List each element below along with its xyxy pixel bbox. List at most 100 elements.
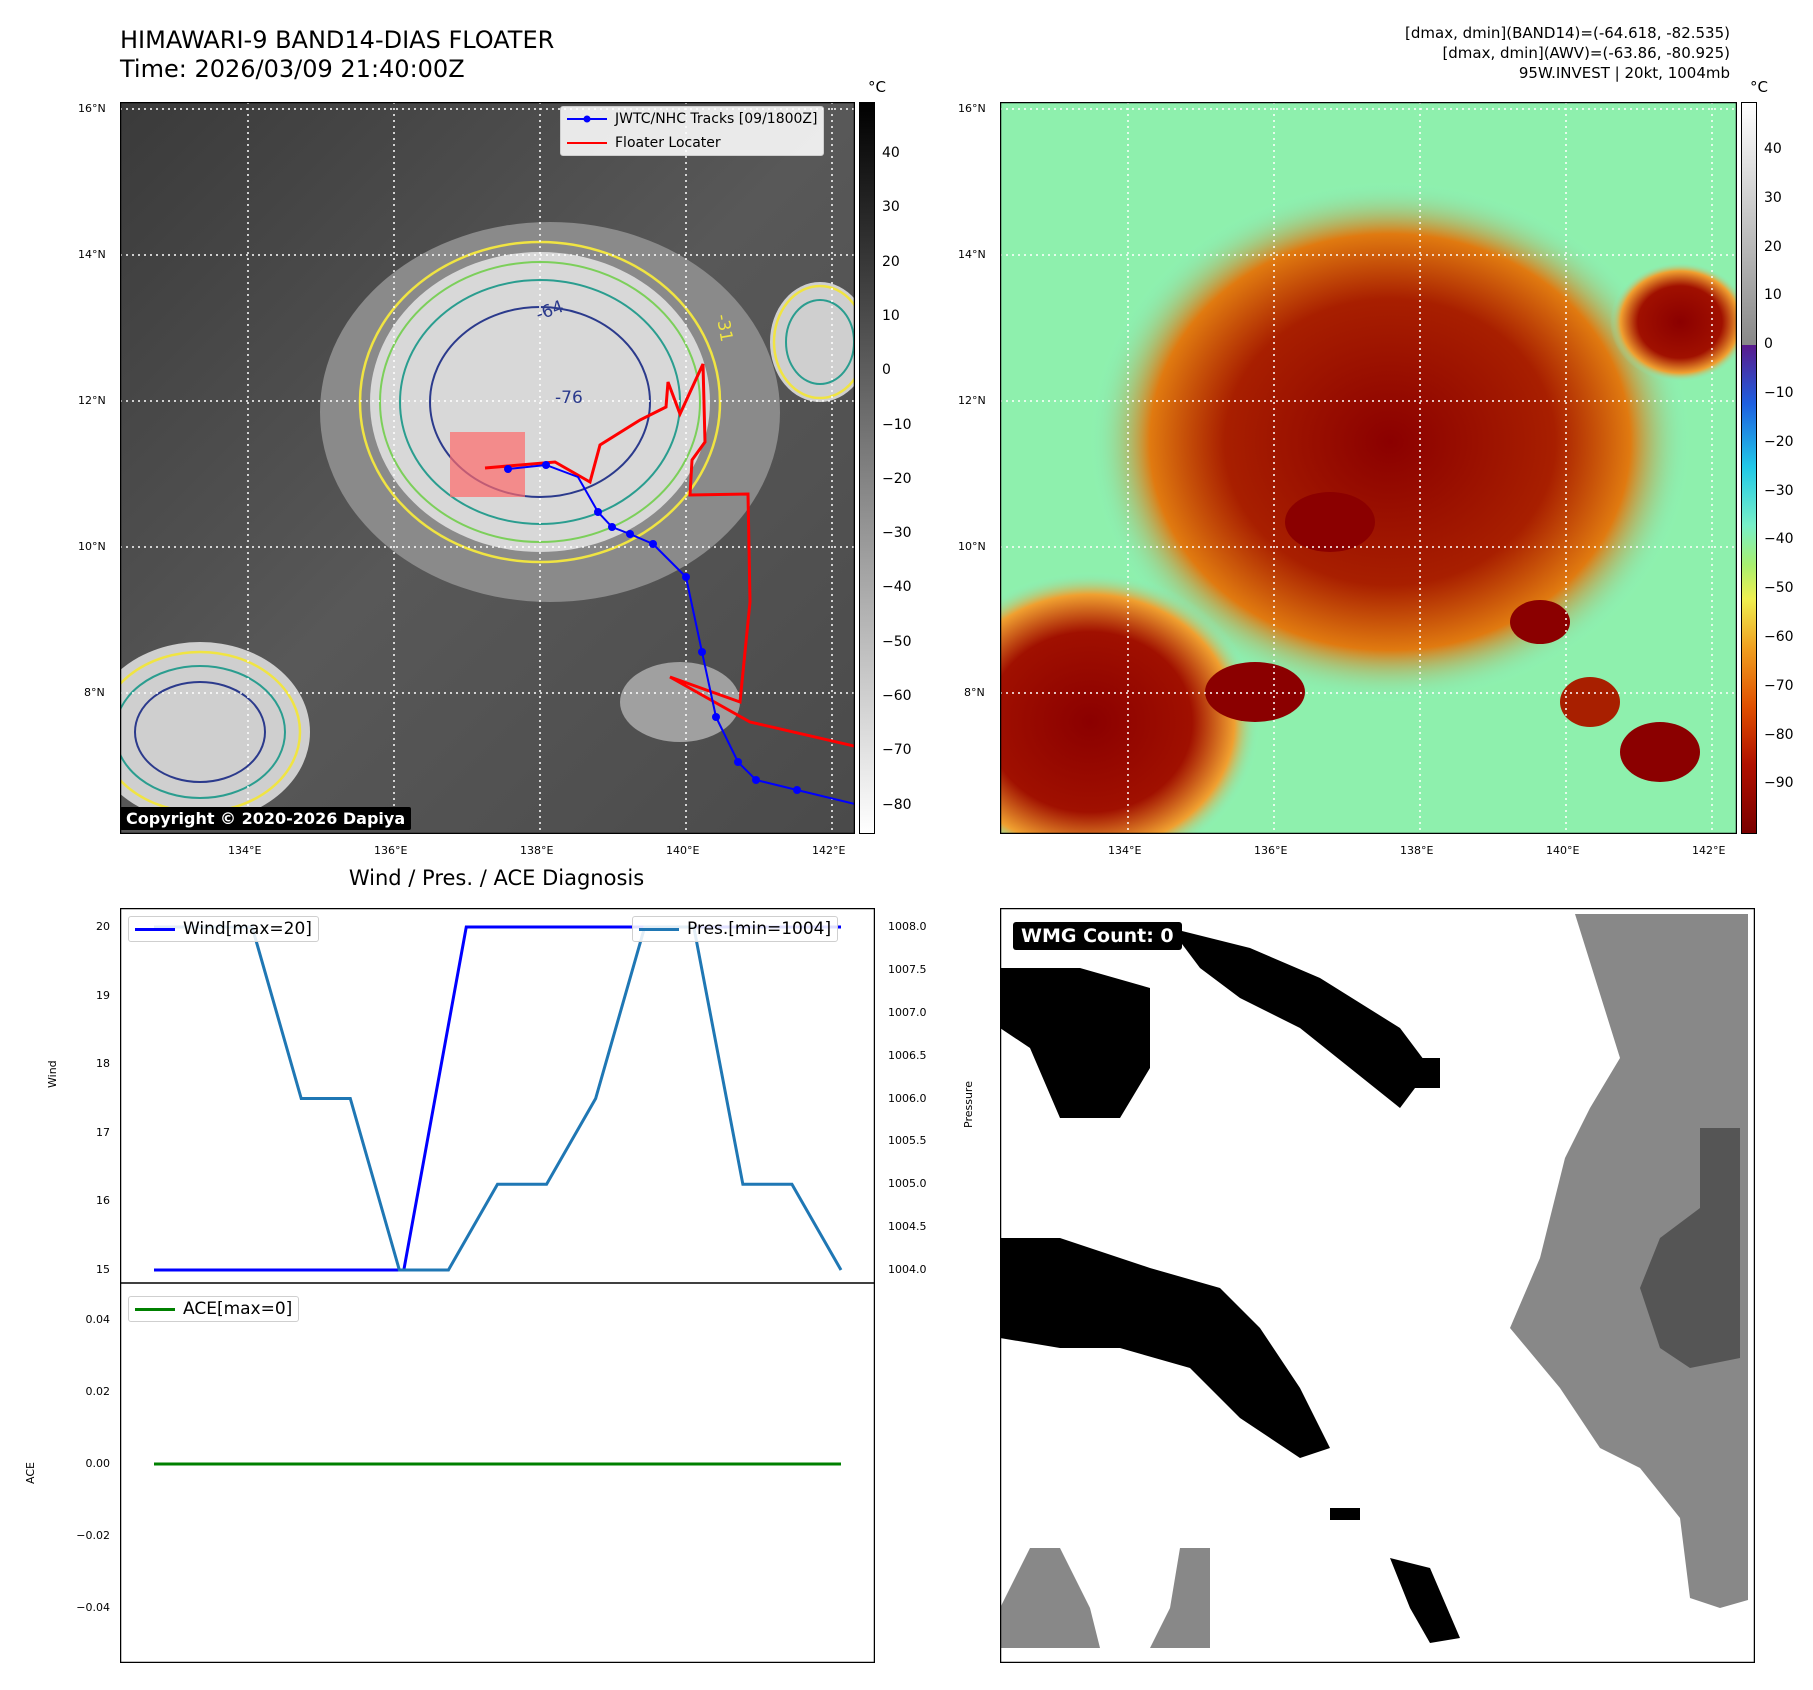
legend-wind-swatch xyxy=(135,927,175,931)
colorbar2-tick: −40 xyxy=(1764,531,1794,548)
pressure-tick: 1005.0 xyxy=(888,1177,927,1191)
ace-tick: 0.04 xyxy=(85,1313,111,1326)
legend-floater-swatch xyxy=(567,142,607,144)
legend-tracks: JWTC/NHC Tracks [09/1800Z] xyxy=(561,107,823,131)
lon-tick: 134°E xyxy=(1108,844,1142,857)
copyright-badge: Copyright © 2020-2026 Dapiya xyxy=(120,807,412,830)
legend-floater: Floater Locater xyxy=(561,131,823,155)
lon-tick: 142°E xyxy=(1692,844,1726,857)
pressure-tick: 1007.0 xyxy=(888,1005,927,1019)
diag-chart xyxy=(120,908,875,1663)
colorbar1-unit: °C xyxy=(868,78,886,96)
lat-tick: 16°N xyxy=(78,102,106,115)
lon-tick: 136°E xyxy=(1254,844,1288,857)
band14-map xyxy=(120,102,855,834)
lat-tick: 12°N xyxy=(78,394,106,407)
chart-title: HIMAWARI-9 BAND14-DIAS FLOATER xyxy=(120,26,555,54)
legend-wind-label: Wind[max=20] xyxy=(183,919,312,939)
legend-ace: ACE[max=0] xyxy=(128,1296,300,1322)
ace-tick: 0.02 xyxy=(85,1385,111,1398)
wind-tick: 18 xyxy=(96,1057,110,1071)
colorbar2-tick: −50 xyxy=(1764,580,1794,597)
wind-tick: 17 xyxy=(96,1125,110,1139)
colorbar1-tick: −50 xyxy=(882,633,912,650)
lon-tick: 142°E xyxy=(812,844,846,857)
legend-ace-swatch xyxy=(135,1307,175,1311)
lon-tick: 134°E xyxy=(228,844,262,857)
ace-tick: 0.00 xyxy=(85,1457,111,1470)
colorbar1-tick: −10 xyxy=(882,416,912,433)
ace-tick: −0.02 xyxy=(76,1529,110,1542)
chart-time: Time: 2026/03/09 21:40:00Z xyxy=(120,55,465,83)
colorbar1-tick: 40 xyxy=(882,145,900,161)
pressure-tick: 1007.5 xyxy=(888,962,927,976)
colorbar2-tick: −70 xyxy=(1764,677,1794,694)
lat-tick: 8°N xyxy=(84,686,105,699)
lon-tick: 140°E xyxy=(666,844,700,857)
lat-tick: 10°N xyxy=(78,540,106,553)
pressure-tick: 1005.5 xyxy=(888,1134,927,1148)
contour-label: -76 xyxy=(555,388,583,408)
colorbar2-tick: 0 xyxy=(1764,336,1773,353)
colorbar1-tick: −40 xyxy=(882,579,912,596)
colorbar2-tick: −10 xyxy=(1764,385,1794,401)
pressure-tick: 1008.0 xyxy=(888,920,927,933)
lat-tick: 14°N xyxy=(78,248,106,261)
legend-pressure-label: Pres.[min=1004] xyxy=(687,919,832,939)
lon-tick: 140°E xyxy=(1546,844,1580,857)
legend-ace-label: ACE[max=0] xyxy=(183,1299,293,1319)
pressure-axis-label: Pressure xyxy=(962,1081,975,1128)
lon-tick: 138°E xyxy=(520,844,554,857)
colorbar1-tick: 10 xyxy=(882,307,900,324)
wind-axis-label: Wind xyxy=(46,1060,59,1088)
wind-tick: 16 xyxy=(96,1194,110,1208)
colorbar1-tick: −80 xyxy=(882,796,912,813)
pressure-tick: 1004.5 xyxy=(888,1220,927,1234)
legend-tracks-label: JWTC/NHC Tracks [09/1800Z] xyxy=(615,111,818,127)
lat-tick: 8°N xyxy=(964,686,985,699)
info-awv: [dmax, dmin](AWV)=(-63.86, -80.925) xyxy=(1442,44,1730,62)
colorbar2-tick: −80 xyxy=(1764,726,1794,743)
map-legend: JWTC/NHC Tracks [09/1800Z] Floater Locat… xyxy=(560,106,825,156)
awv-map xyxy=(1000,102,1737,834)
wmg-map xyxy=(1000,908,1755,1663)
colorbar2-tick: −90 xyxy=(1764,775,1794,792)
pressure-tick: 1006.5 xyxy=(888,1048,927,1062)
colorbar1-tick: −70 xyxy=(882,742,912,759)
wmg-count-badge: WMG Count: 0 xyxy=(1013,922,1182,950)
legend-pressure: Pres.[min=1004] xyxy=(632,916,839,942)
colorbar-awv xyxy=(1741,102,1757,834)
colorbar-band14 xyxy=(859,102,875,834)
wind-tick: 20 xyxy=(96,920,110,933)
legend-track-swatch xyxy=(567,115,607,123)
lon-tick: 138°E xyxy=(1400,844,1434,857)
colorbar2-tick: 10 xyxy=(1764,287,1782,304)
colorbar2-tick: 30 xyxy=(1764,189,1782,206)
colorbar2-tick: 40 xyxy=(1764,141,1782,157)
pressure-tick: 1004.0 xyxy=(888,1263,927,1276)
colorbar2-tick: −60 xyxy=(1764,629,1794,645)
colorbar2-unit: °C xyxy=(1750,78,1768,96)
legend-pressure-swatch xyxy=(639,927,679,931)
colorbar1-tick: 0 xyxy=(882,362,891,379)
wind-tick: 19 xyxy=(96,988,110,1002)
diag-title: Wind / Pres. / ACE Diagnosis xyxy=(348,866,645,890)
legend-wind: Wind[max=20] xyxy=(128,916,319,942)
lat-tick: 14°N xyxy=(958,248,986,261)
lat-tick: 10°N xyxy=(958,540,986,553)
wind-tick: 15 xyxy=(96,1263,110,1276)
ace-axis-label: ACE xyxy=(24,1462,37,1484)
legend-floater-label: Floater Locater xyxy=(615,135,721,151)
lon-tick: 136°E xyxy=(374,844,408,857)
lat-tick: 16°N xyxy=(958,102,986,115)
colorbar1-tick: 20 xyxy=(882,253,900,270)
colorbar1-tick: −20 xyxy=(882,470,912,487)
colorbar2-tick: −20 xyxy=(1764,433,1794,450)
lat-tick: 12°N xyxy=(958,394,986,407)
colorbar1-tick: −60 xyxy=(882,688,912,704)
pressure-series-line xyxy=(154,925,843,1272)
colorbar2-tick: −30 xyxy=(1764,482,1794,499)
info-storm: 95W.INVEST | 20kt, 1004mb xyxy=(1518,64,1730,82)
info-band14: [dmax, dmin](BAND14)=(-64.618, -82.535) xyxy=(1405,24,1730,42)
colorbar1-tick: 30 xyxy=(882,199,900,216)
